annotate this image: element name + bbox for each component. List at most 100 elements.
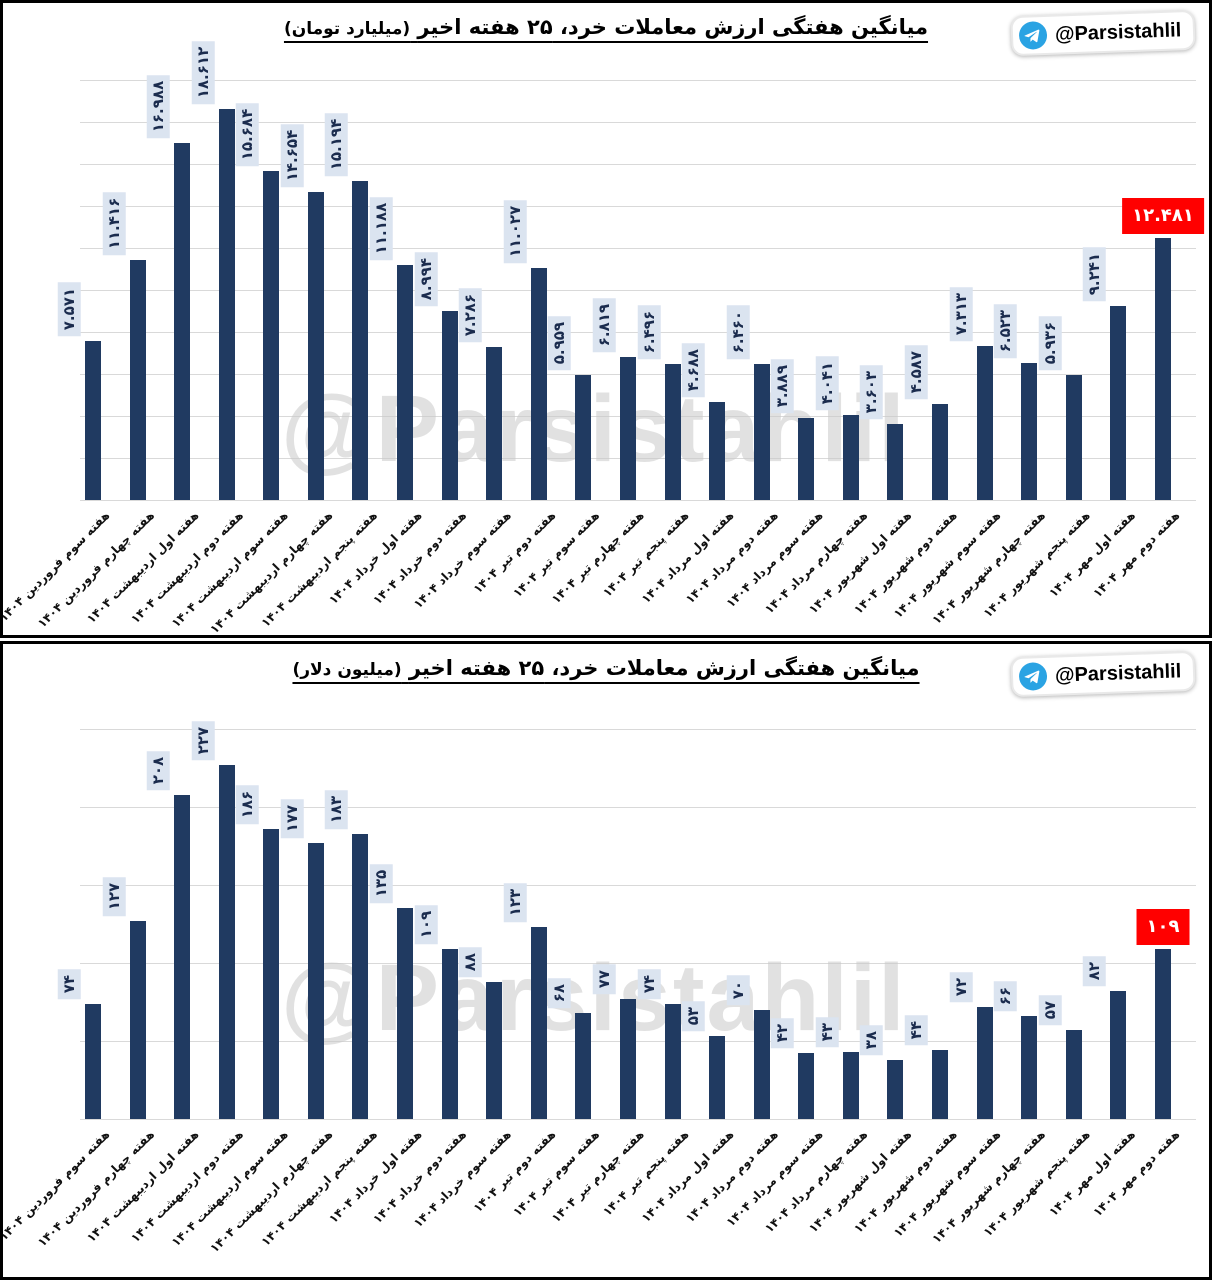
bar xyxy=(397,265,414,500)
value-label: ۳۸ xyxy=(860,1024,884,1055)
bar xyxy=(798,1053,815,1119)
value-label: ۷۲ xyxy=(949,971,973,1002)
value-label: ۷۷ xyxy=(592,963,616,994)
plot-area-toman: ۷.۵۷۱ هفته سوم فروردین ۱۴۰۴ ۱۱.۴۱۶ هفته چها… xyxy=(3,3,1209,635)
value-label: ۷.۵۷۱ xyxy=(57,281,81,336)
value-label: ۱۵.۱۹۴ xyxy=(325,112,349,176)
bar xyxy=(530,927,547,1119)
bar xyxy=(307,843,324,1119)
value-label: ۱۶.۹۸۸ xyxy=(146,74,171,138)
bar xyxy=(619,357,636,500)
value-label: ۱۴.۶۵۴ xyxy=(280,123,304,187)
value-label: ۸۲ xyxy=(1083,955,1107,986)
telegram-icon xyxy=(1018,662,1047,691)
chart-title-unit: (میلیون دلار) xyxy=(292,660,402,680)
bar xyxy=(1154,949,1171,1119)
x-axis-label: هفته اول مهر ۱۴۰۴ xyxy=(1045,1127,1138,1220)
value-label: ۶۶ xyxy=(993,980,1018,1011)
plot-area-dollar: ۷۴ هفته سوم فروردین ۱۴۰۴ ۱۲۷ هفته چهارم فرو… xyxy=(3,644,1209,1277)
gridline xyxy=(80,458,1196,459)
bar xyxy=(976,1007,993,1119)
value-label-highlighted: ۱۰۹ xyxy=(1136,909,1190,945)
value-label: ۷.۳۱۳ xyxy=(949,286,973,341)
value-label: ۸.۹۹۴ xyxy=(414,251,438,306)
bar xyxy=(307,192,324,500)
bar xyxy=(174,795,191,1119)
telegram-badge: @Parsistahlil xyxy=(1010,650,1196,698)
bar xyxy=(619,999,636,1119)
chart-title: میانگین هفتگی ارزش معاملات خرد، ۲۵ هفته … xyxy=(3,656,1209,680)
value-label: ۱۵.۶۸۴ xyxy=(236,102,260,166)
value-label: ۱۱.۱۸۸ xyxy=(369,196,394,260)
gridline xyxy=(80,248,1196,249)
bar xyxy=(664,1004,681,1119)
bar xyxy=(218,765,235,1119)
bar xyxy=(218,109,235,500)
value-label: ۱۸۳ xyxy=(325,789,349,829)
gridline xyxy=(80,122,1196,123)
value-label: ۶.۵۲۳ xyxy=(993,303,1018,358)
value-label: ۴.۰۴۱ xyxy=(815,355,839,410)
bar xyxy=(441,311,458,500)
bar xyxy=(753,1010,770,1119)
gridline xyxy=(80,1119,1196,1120)
value-label: ۴۳ xyxy=(815,1016,839,1047)
gridline xyxy=(80,885,1196,886)
bar xyxy=(486,347,503,500)
x-axis-label: هفته دوم مهر ۱۴۰۴ xyxy=(1090,508,1183,601)
bar xyxy=(575,1013,592,1119)
bar xyxy=(1065,1030,1082,1119)
gridline xyxy=(80,1041,1196,1042)
bar xyxy=(85,341,101,500)
bar xyxy=(174,143,191,500)
chart-panel-billion-toman: میانگین هفتگی ارزش معاملات خرد، ۲۵ هفته … xyxy=(0,0,1212,638)
bar xyxy=(129,921,146,1119)
value-label: ۶.۴۶۰ xyxy=(726,304,750,359)
gridline xyxy=(80,500,1196,501)
chart-title-main: میانگین هفتگی ارزش معاملات خرد، ۲۵ هفته … xyxy=(417,15,929,39)
chart-panel-million-dollar: میانگین هفتگی ارزش معاملات خرد، ۲۵ هفته … xyxy=(0,641,1212,1280)
value-label: ۵.۹۳۶ xyxy=(1038,315,1062,370)
value-label: ۱۸۶ xyxy=(236,784,260,824)
bar xyxy=(1065,375,1082,500)
chart-title: میانگین هفتگی ارزش معاملات خرد، ۲۵ هفته … xyxy=(3,15,1209,39)
x-axis-label: هفته دوم تیر ۱۴۰۴ xyxy=(470,508,559,597)
gridline xyxy=(80,729,1196,730)
watermark: @Parsistahlil xyxy=(281,945,907,1051)
bar xyxy=(1110,991,1127,1119)
bar xyxy=(932,1050,949,1119)
gridline xyxy=(80,374,1196,375)
telegram-icon xyxy=(1018,21,1047,50)
bar xyxy=(932,404,949,500)
bar xyxy=(352,834,369,1119)
value-label: ۴۴ xyxy=(904,1014,929,1045)
bar xyxy=(85,1004,101,1119)
value-label: ۶.۴۹۶ xyxy=(637,304,661,359)
value-label: ۱۷۷ xyxy=(280,798,304,838)
bar xyxy=(1154,238,1171,500)
x-axis-label: هفته پنجم تیر ۱۴۰۴ xyxy=(600,1127,692,1219)
value-label: ۱۱.۴۱۶ xyxy=(102,191,126,255)
bar xyxy=(263,171,280,500)
bar xyxy=(575,375,592,500)
bar xyxy=(709,402,726,500)
bar xyxy=(263,829,280,1119)
bar xyxy=(976,346,993,500)
chart-title-unit: (میلیارد تومان) xyxy=(283,19,411,39)
value-label: ۷۴ xyxy=(57,968,81,999)
bar xyxy=(397,908,414,1119)
gridline xyxy=(80,963,1196,964)
bar xyxy=(842,415,859,500)
x-axis-label: هفته پنجم تیر ۱۴۰۴ xyxy=(600,508,692,600)
value-label: ۷.۲۸۶ xyxy=(458,287,483,342)
x-axis-label: هفته اول مهر ۱۴۰۴ xyxy=(1045,508,1138,601)
value-label: ۵۳ xyxy=(681,1000,706,1031)
bar xyxy=(887,424,904,500)
value-label-highlighted: ۱۲.۴۸۱ xyxy=(1122,198,1204,234)
value-label: ۱۲۳ xyxy=(503,882,527,922)
x-axis-label: هفته دوم تیر ۱۴۰۴ xyxy=(470,1127,559,1216)
bar xyxy=(1021,363,1038,500)
value-label: ۷۴ xyxy=(637,968,661,999)
value-label: ۲۲۷ xyxy=(191,720,215,760)
bar xyxy=(664,364,681,500)
